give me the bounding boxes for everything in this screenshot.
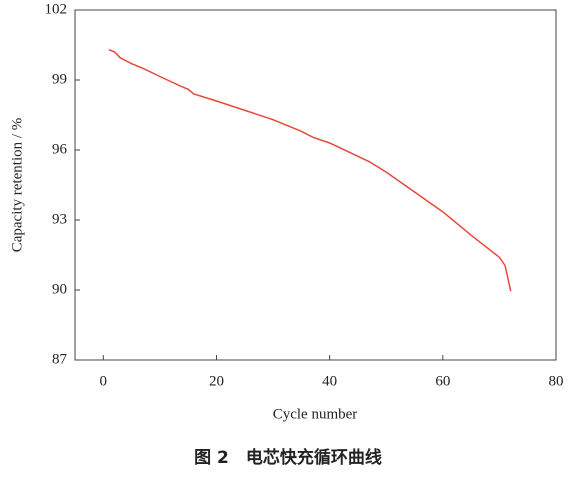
y-tick-label: 90 (52, 281, 67, 297)
y-tick-label: 102 (45, 1, 68, 17)
y-tick-label: 93 (52, 211, 67, 227)
y-tick-label: 99 (52, 71, 67, 87)
x-tick-label: 20 (209, 373, 224, 389)
plot-frame (74, 9, 557, 361)
caption: 图 2 电芯快充循环曲线 (194, 447, 382, 468)
y-tick-label: 96 (52, 141, 68, 157)
x-tick-label: 60 (435, 373, 450, 389)
data-line (108, 48, 512, 292)
y-tick-label: 87 (52, 351, 68, 367)
y-axis-label: Capacity retention / % (9, 118, 25, 253)
x-tick-label: 0 (100, 373, 108, 389)
x-axis-label: Cycle number (273, 406, 358, 422)
x-tick-label: 80 (549, 373, 564, 389)
x-tick-label: 40 (322, 373, 337, 389)
